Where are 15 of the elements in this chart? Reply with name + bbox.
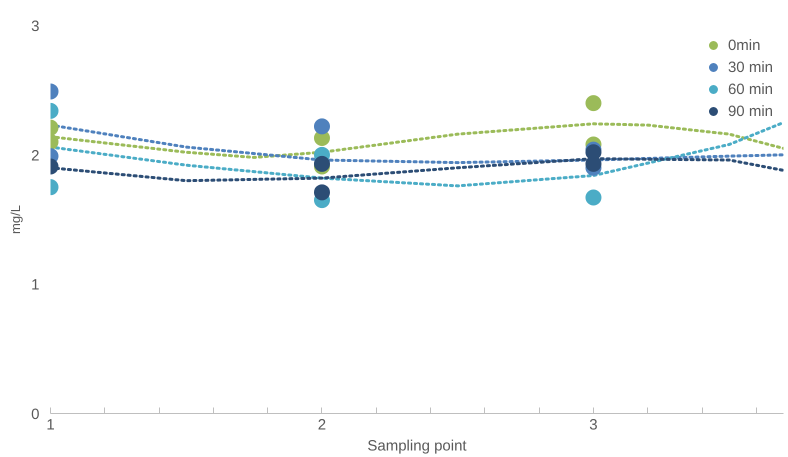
y-tick-label: 3 xyxy=(31,18,40,35)
x-axis-title: Sampling point xyxy=(367,438,468,454)
x-tick-label: 2 xyxy=(318,416,326,434)
y-tick-label: 1 xyxy=(31,276,40,294)
y-axis-title: mg/L xyxy=(8,205,24,234)
y-tick-label: 0 xyxy=(31,406,40,423)
legend-label: 0min xyxy=(728,36,760,54)
point xyxy=(585,95,602,112)
y-tick-label: 2 xyxy=(31,147,40,164)
x-tick-label: 1 xyxy=(46,416,55,434)
legend-label: 60 min xyxy=(728,80,773,98)
legend-label: 90 min xyxy=(728,102,773,120)
x-tick-label: 3 xyxy=(589,416,598,434)
point xyxy=(585,190,602,206)
legend-label: 30 min xyxy=(728,58,773,76)
